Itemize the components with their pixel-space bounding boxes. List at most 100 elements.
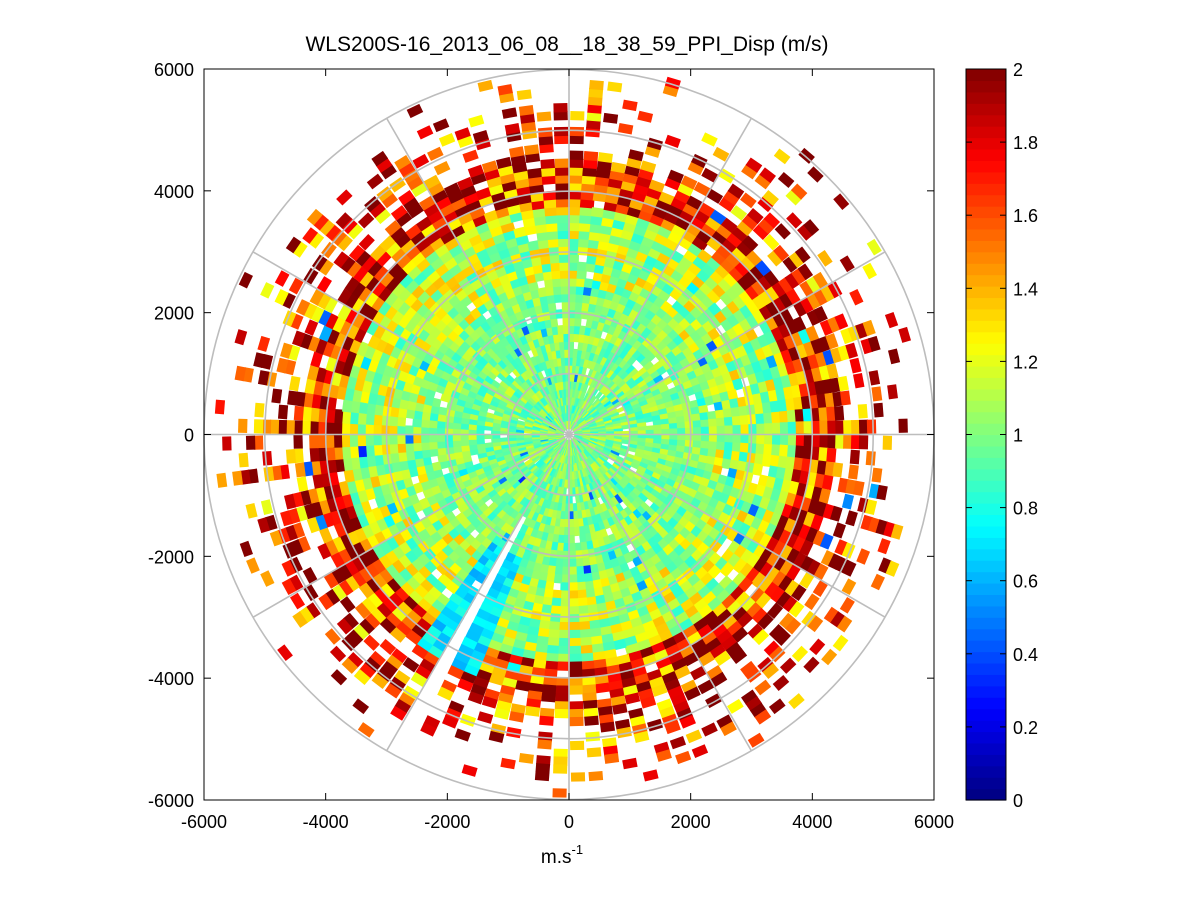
data-cell xyxy=(588,351,596,362)
data-cell xyxy=(877,538,891,555)
data-cell xyxy=(745,157,763,173)
colorbar-swatch xyxy=(966,674,1006,687)
data-cell xyxy=(277,404,289,420)
data-cell xyxy=(767,602,784,619)
data-cell xyxy=(777,399,789,414)
data-cell xyxy=(706,289,722,305)
data-cell xyxy=(595,167,611,179)
data-cell xyxy=(709,209,727,226)
data-cell xyxy=(728,397,740,410)
data-cell xyxy=(803,433,814,448)
data-cell xyxy=(803,219,820,236)
colorbar-tick-label: 1.6 xyxy=(1013,206,1038,226)
data-cell xyxy=(807,615,824,633)
data-cell xyxy=(568,348,574,358)
data-cell xyxy=(603,399,614,409)
data-cell xyxy=(773,148,791,165)
data-cell xyxy=(621,461,632,470)
data-cell xyxy=(720,635,738,652)
data-cell xyxy=(827,434,837,449)
data-cell xyxy=(568,301,577,311)
data-cell xyxy=(740,433,750,445)
data-cell xyxy=(301,420,311,435)
data-cell xyxy=(755,443,766,456)
data-cell xyxy=(675,415,686,424)
colorbar-swatch xyxy=(966,354,1006,367)
data-cell xyxy=(843,434,853,449)
data-cell xyxy=(705,216,722,232)
data-cell xyxy=(747,208,764,225)
data-cell xyxy=(688,399,700,410)
data-cell xyxy=(808,459,820,475)
data-cell xyxy=(594,458,604,468)
colorbar-swatch xyxy=(966,217,1006,230)
data-cell xyxy=(785,189,802,206)
y-tick-label: 4000 xyxy=(154,182,194,202)
data-cell xyxy=(624,388,635,398)
data-cell xyxy=(594,682,610,694)
data-cell xyxy=(584,715,599,726)
data-cell xyxy=(741,163,758,180)
data-cell xyxy=(625,364,636,375)
colorbar-swatch xyxy=(966,69,1006,82)
data-cell xyxy=(779,410,790,425)
data-cell xyxy=(595,255,608,267)
data-cell xyxy=(653,424,663,431)
data-cell xyxy=(568,677,583,687)
data-cell xyxy=(745,602,763,619)
data-cell xyxy=(746,250,763,267)
colorbar-swatch xyxy=(966,171,1006,184)
data-cell xyxy=(609,382,619,392)
data-cell xyxy=(779,612,796,630)
data-cell xyxy=(637,110,654,123)
data-cell xyxy=(637,437,647,443)
data-cell xyxy=(722,408,734,419)
data-cell xyxy=(725,641,743,658)
data-cell xyxy=(586,119,601,130)
data-cell xyxy=(633,406,644,414)
data-cell xyxy=(827,420,837,435)
data-cell xyxy=(588,395,597,406)
data-cells xyxy=(214,76,912,798)
data-cell xyxy=(568,182,583,192)
data-cell xyxy=(731,226,749,243)
data-cell xyxy=(553,111,568,121)
data-cell xyxy=(667,169,684,184)
data-cell xyxy=(757,656,774,673)
data-cell xyxy=(778,308,794,325)
data-cell xyxy=(595,457,606,467)
data-cell xyxy=(776,514,790,532)
data-cell xyxy=(660,389,672,399)
data-cell xyxy=(771,433,782,447)
data-cell xyxy=(644,416,654,423)
colorbar-swatch xyxy=(966,537,1006,550)
data-cell xyxy=(628,368,639,379)
data-cell xyxy=(769,400,781,415)
data-cell xyxy=(787,421,798,436)
data-cell xyxy=(524,144,540,156)
data-cell xyxy=(799,296,815,314)
data-cell xyxy=(772,674,790,691)
data-cell xyxy=(518,105,534,116)
data-cell xyxy=(835,420,845,435)
data-cell xyxy=(834,539,849,556)
data-cell xyxy=(606,341,616,353)
data-cell xyxy=(708,433,719,443)
data-cell xyxy=(540,158,556,170)
data-cell xyxy=(774,629,791,646)
data-cell xyxy=(577,341,584,351)
data-cell xyxy=(631,458,642,467)
data-cell xyxy=(884,311,899,329)
data-cell xyxy=(591,398,601,408)
data-cell xyxy=(640,403,651,412)
data-cell xyxy=(618,467,628,476)
data-cell xyxy=(568,253,580,263)
data-cell xyxy=(586,384,595,395)
data-cell xyxy=(832,634,849,652)
data-cell xyxy=(791,645,809,663)
data-cell xyxy=(629,427,639,432)
data-cell xyxy=(763,412,774,426)
data-cell xyxy=(627,416,638,423)
data-cell xyxy=(603,357,613,369)
data-cell xyxy=(674,189,691,204)
